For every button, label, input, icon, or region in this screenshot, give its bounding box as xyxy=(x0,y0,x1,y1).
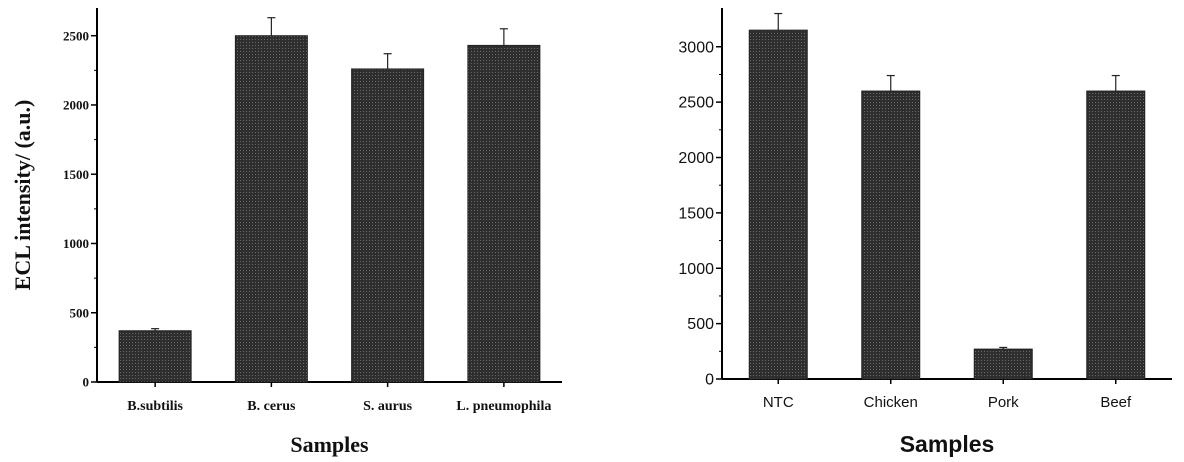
bar-chicken xyxy=(861,90,921,380)
bar-b-subtilis xyxy=(118,330,192,383)
bar-s-aurus xyxy=(351,68,425,383)
y-tick-label: 1000 xyxy=(678,261,714,278)
x-tick-label: Pork xyxy=(988,394,1019,411)
x-tick-label: B.subtilis xyxy=(127,399,183,414)
y-axis-label: ECL intensity/ (a.u.) xyxy=(10,100,35,291)
y-tick-label: 2500 xyxy=(678,95,714,112)
bar-b-cerus xyxy=(234,35,308,383)
y-tick-label: 500 xyxy=(70,305,90,320)
y-tick-label: 1500 xyxy=(63,167,89,182)
chart-left: 0 500 1000 1500 2000 2500 B.subtilis B. cerus S.… xyxy=(10,8,562,457)
x-tick-label: S. aurus xyxy=(363,399,413,414)
x-axis-label: Samples xyxy=(900,431,995,457)
x-tick-label: B. cerus xyxy=(247,399,296,414)
y-tick-label: 2000 xyxy=(63,98,89,113)
x-tick-label: NTC xyxy=(763,394,794,411)
bar-l-pneumophila xyxy=(467,44,541,383)
y-tick-label: 2000 xyxy=(678,150,714,167)
x-tick-label: L. pneumophila xyxy=(456,399,551,414)
x-tick-label: Chicken xyxy=(864,394,918,411)
chart-right: 0 500 1000 1500 2000 2500 3000 NTC Chicken Pork Be… xyxy=(678,8,1172,457)
y-tick-label: 500 xyxy=(687,316,714,333)
x-axis-label: Samples xyxy=(290,432,369,457)
y-tick-label: 1000 xyxy=(63,236,89,251)
y-tick-label: 2500 xyxy=(63,28,89,43)
y-tick-label: 3000 xyxy=(678,39,714,56)
y-tick-label: 1500 xyxy=(678,205,714,222)
y-tick-label: 0 xyxy=(83,375,90,390)
bar-pork xyxy=(973,348,1033,380)
y-tick-label: 0 xyxy=(705,372,714,389)
bar-beef xyxy=(1086,90,1146,380)
x-tick-label: Beef xyxy=(1100,394,1132,411)
bar-ntc xyxy=(748,29,808,380)
